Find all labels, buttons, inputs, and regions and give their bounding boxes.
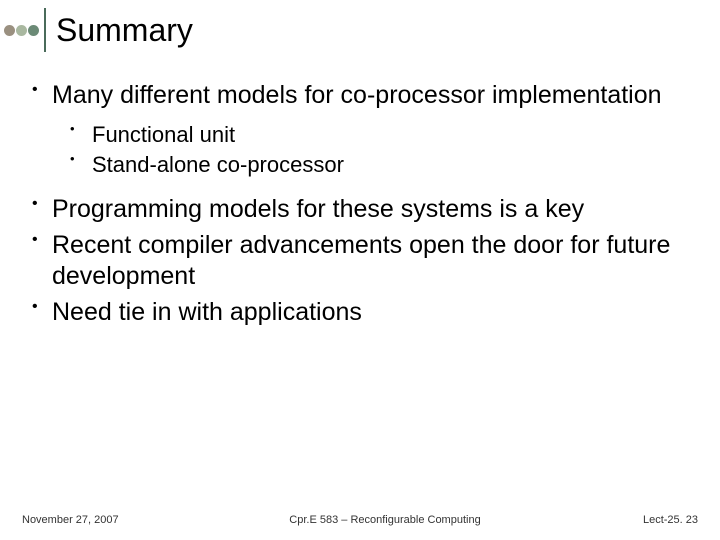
slide-body: Many different models for co-processor i…: [0, 52, 720, 328]
bullet-item: Many different models for co-processor i…: [28, 80, 690, 180]
slide-footer: November 27, 2007 Cpr.E 583 – Reconfigur…: [0, 514, 720, 526]
slide-title: Summary: [56, 12, 193, 49]
footer-pagenum: Lect-25. 23: [598, 514, 698, 526]
sub-bullet-item: Stand-alone co-processor: [64, 151, 690, 180]
bullet-list: Many different models for co-processor i…: [28, 80, 690, 328]
dot-2: [16, 25, 27, 36]
decorative-dots: [4, 25, 39, 36]
dot-1: [4, 25, 15, 36]
vertical-separator: [44, 8, 46, 52]
dot-3: [28, 25, 39, 36]
bullet-item: Recent compiler advancements open the do…: [28, 230, 690, 291]
sub-bullet-item: Functional unit: [64, 121, 690, 150]
bullet-item: Programming models for these systems is …: [28, 194, 690, 225]
bullet-item: Need tie in with applications: [28, 297, 690, 328]
footer-course: Cpr.E 583 – Reconfigurable Computing: [172, 514, 598, 526]
slide-header: Summary: [0, 0, 720, 52]
sub-bullet-list: Functional unit Stand-alone co-processor: [52, 121, 690, 180]
bullet-text: Many different models for co-processor i…: [52, 81, 662, 109]
footer-date: November 27, 2007: [22, 514, 172, 526]
